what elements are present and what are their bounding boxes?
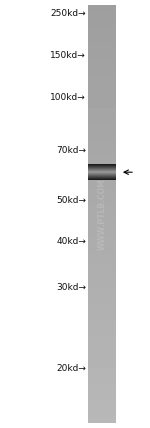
Text: WWW.PTLB.COM: WWW.PTLB.COM [98, 178, 106, 250]
Text: 40kd→: 40kd→ [56, 237, 86, 247]
Text: 70kd→: 70kd→ [56, 146, 86, 155]
Text: 150kd→: 150kd→ [50, 51, 86, 60]
Text: 20kd→: 20kd→ [56, 363, 86, 373]
Text: 30kd→: 30kd→ [56, 283, 86, 292]
Text: 50kd→: 50kd→ [56, 196, 86, 205]
Text: 100kd→: 100kd→ [50, 93, 86, 102]
Text: 250kd→: 250kd→ [50, 9, 86, 18]
